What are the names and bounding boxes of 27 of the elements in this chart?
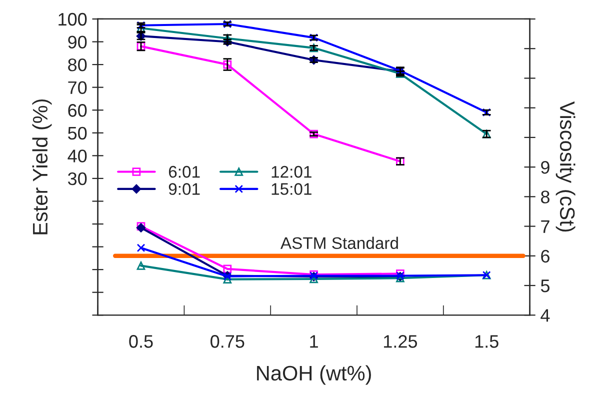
y2-tick-label: 4 <box>540 309 550 322</box>
x-tick-label: 1.5 <box>475 335 498 348</box>
x-tick-label: 0.5 <box>129 335 153 348</box>
legend-label: 15:01 <box>272 183 312 195</box>
y-tick-label: 100 <box>58 12 87 26</box>
y2-tick-label: 9 <box>541 160 550 174</box>
y2-tick-label: 6 <box>541 250 550 263</box>
y2-tick-label: 8 <box>541 190 550 204</box>
x-tick-label: 0.75 <box>210 335 244 348</box>
y2-tick-label: 5 <box>540 280 550 292</box>
x-tick-label: 1 <box>310 335 318 348</box>
x-axis-title: NaOH (wt%) <box>257 365 371 385</box>
legend-label: 9:01 <box>168 183 200 195</box>
y-tick-label: 40 <box>68 150 87 162</box>
legend-label: 6:01 <box>168 166 200 178</box>
legend-label: 12:01 <box>272 166 312 178</box>
y2-axis-title: Viscosity (cSt) <box>556 101 576 232</box>
y-tick-label: 60 <box>68 104 87 117</box>
y-tick-label: 70 <box>68 81 87 94</box>
ref-line-label: ASTM Standard <box>280 236 398 250</box>
y-tick-label: 30 <box>68 172 87 186</box>
y-tick-label: 80 <box>68 58 87 72</box>
y-axis-title: Ester Yield (%) <box>32 99 52 234</box>
x-tick-label: 1.25 <box>384 335 418 348</box>
y2-tick-label: 7 <box>541 220 550 233</box>
y-tick-label: 90 <box>68 36 87 48</box>
y-tick-label: 50 <box>68 126 87 140</box>
